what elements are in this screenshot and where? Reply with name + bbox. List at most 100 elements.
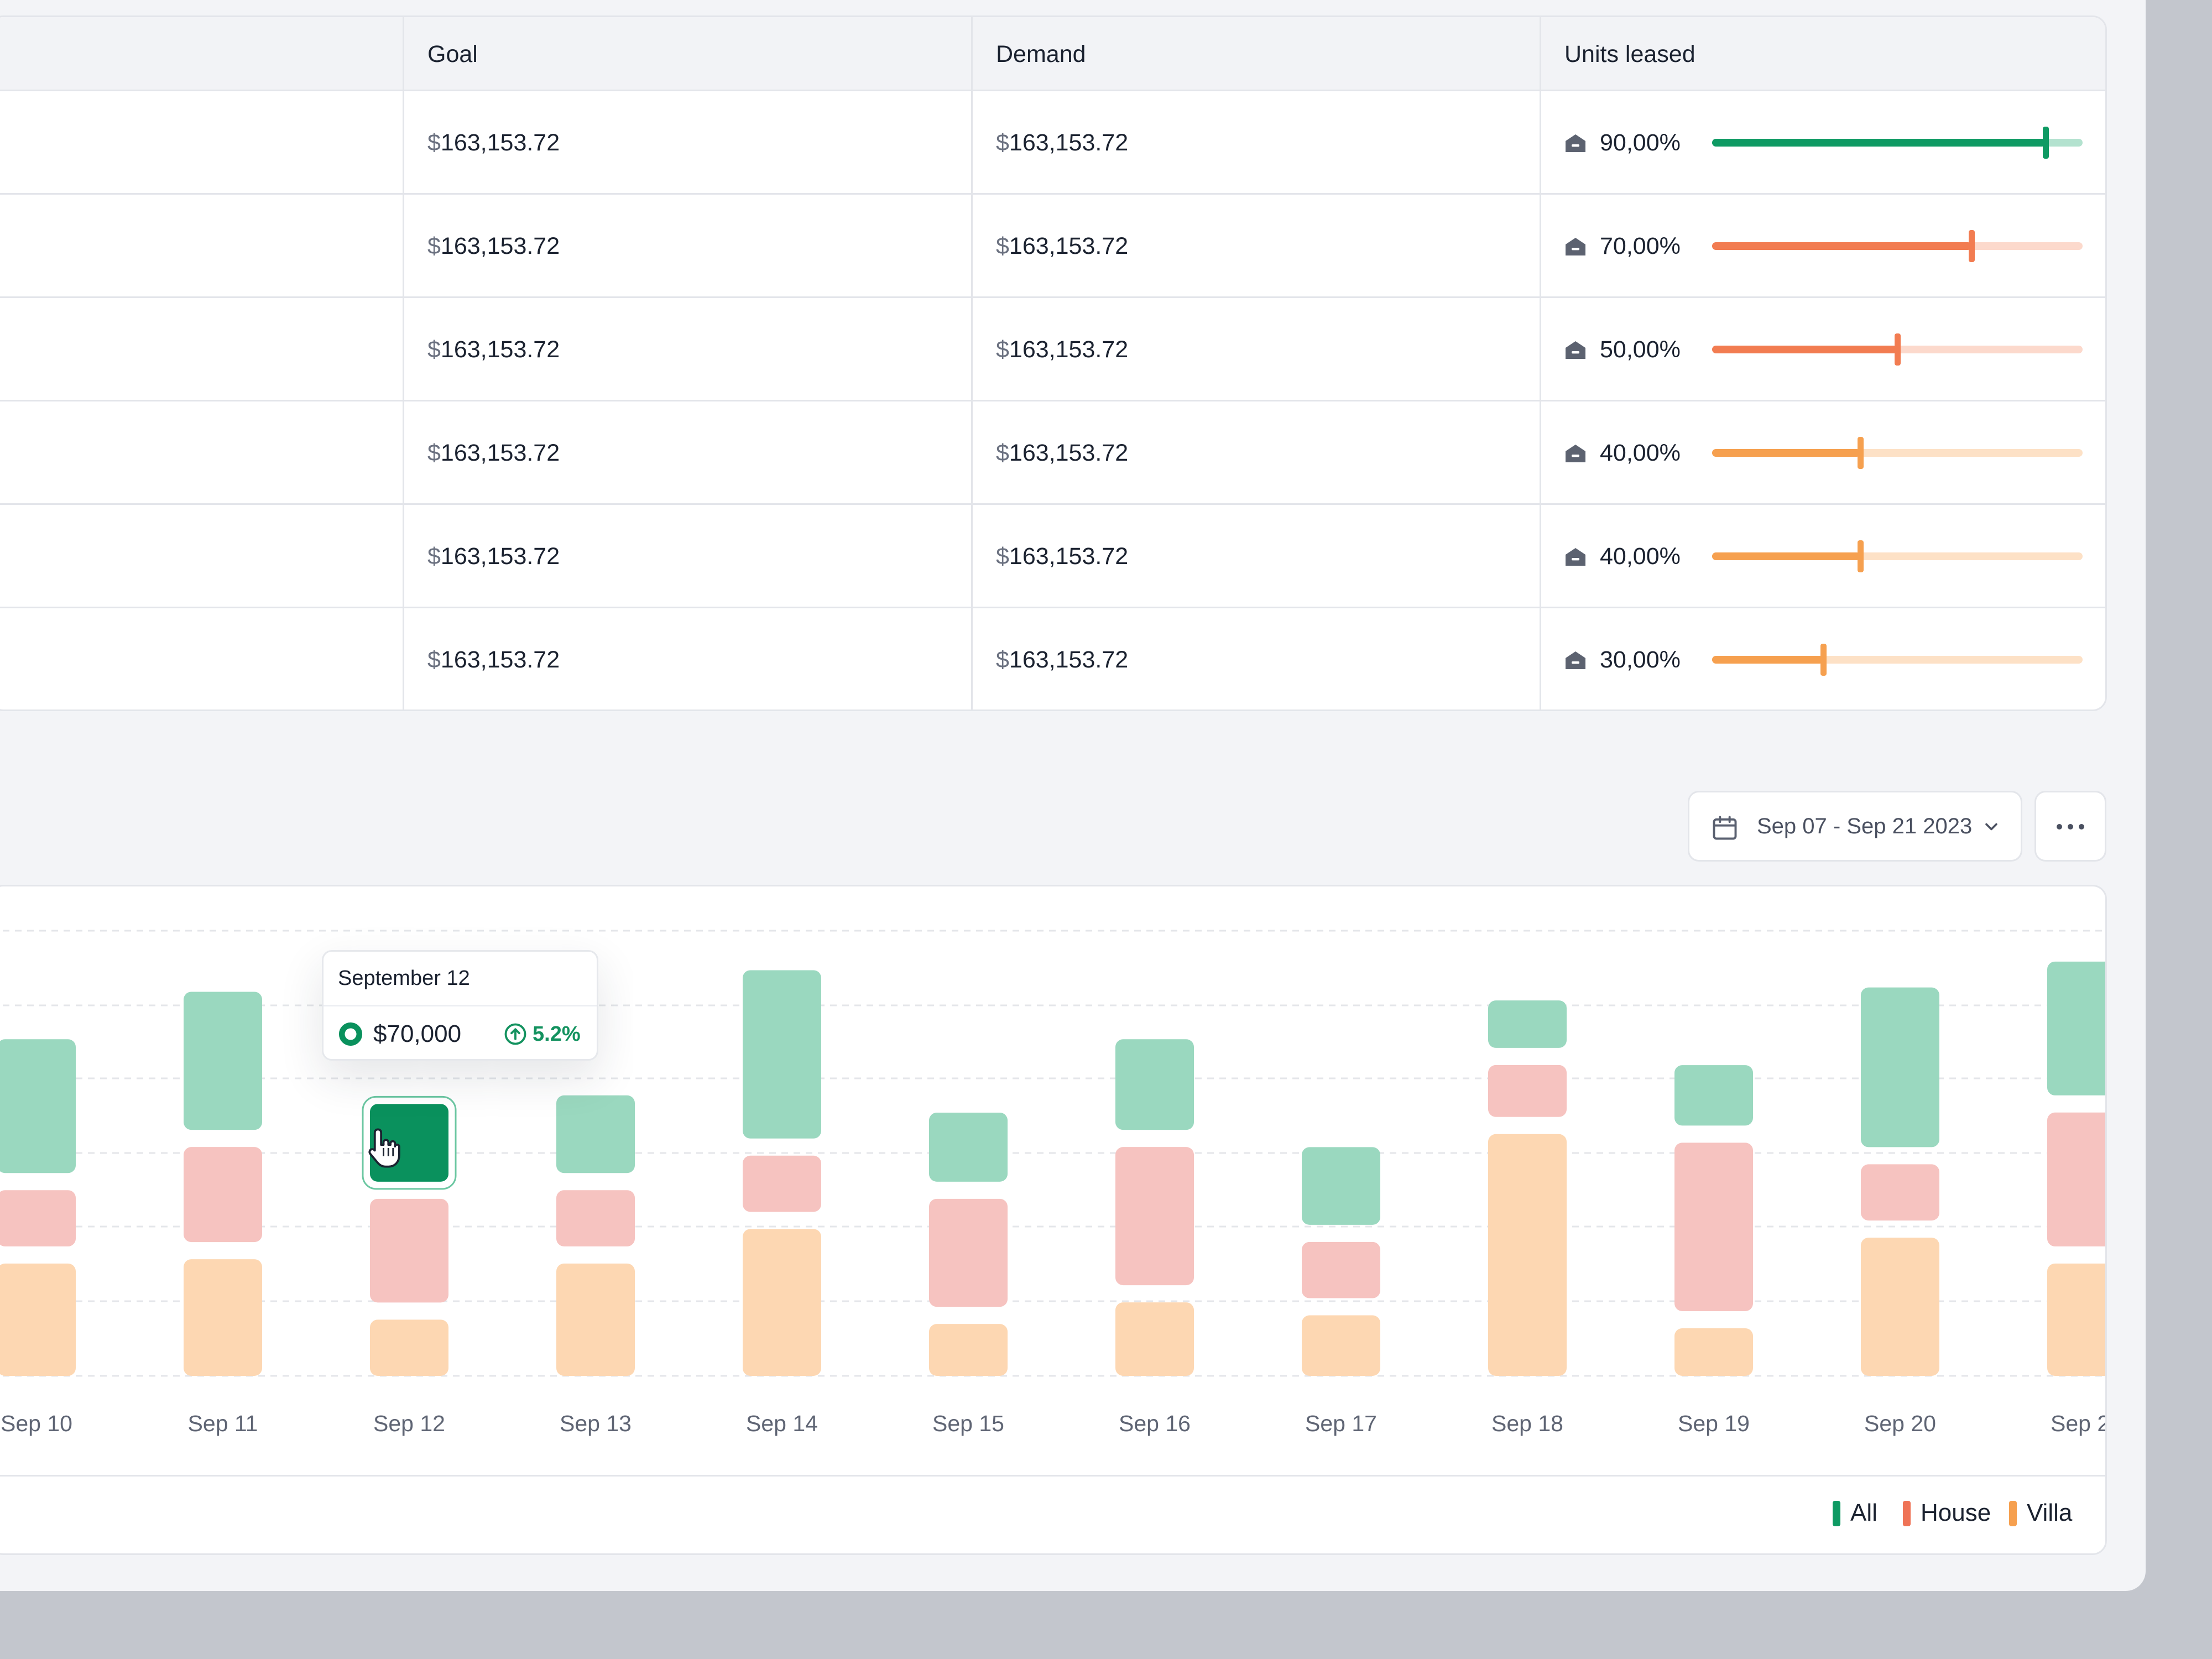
bar-house-sep-14[interactable] bbox=[743, 1155, 821, 1212]
column-header-units-leased[interactable]: Units leased bbox=[1564, 41, 1695, 67]
bar-villa-sep-19[interactable] bbox=[1674, 1328, 1753, 1376]
bar-villa-sep-20[interactable] bbox=[1861, 1238, 1939, 1376]
progress-marker bbox=[1895, 333, 1901, 366]
bar-house-sep-20[interactable] bbox=[1861, 1164, 1939, 1221]
more-horizontal-icon bbox=[2057, 824, 2084, 830]
arrow-up-circle-icon bbox=[504, 1023, 526, 1045]
bar-villa-sep-10[interactable] bbox=[0, 1263, 76, 1376]
bar-villa-sep-11[interactable] bbox=[184, 1259, 262, 1376]
bar-villa-sep-21[interactable] bbox=[2047, 1263, 2107, 1376]
bar-house-sep-18[interactable] bbox=[1488, 1065, 1567, 1117]
bar-all-sep-13[interactable] bbox=[556, 1095, 635, 1173]
table-row[interactable]: $163,153.72 $163,153.72 40,00% bbox=[0, 505, 2105, 608]
tooltip-divider bbox=[324, 1005, 597, 1006]
bar-house-sep-15[interactable] bbox=[929, 1198, 1008, 1307]
goal-value: 163,153.72 bbox=[440, 543, 560, 570]
units-leased-percent: 90,00% bbox=[1600, 129, 1681, 156]
currency-symbol: $ bbox=[427, 233, 441, 259]
units-leased-progress-bar bbox=[1712, 540, 2083, 572]
progress-marker bbox=[1820, 644, 1827, 676]
tooltip-change: 5.2% bbox=[533, 1022, 581, 1046]
currency-symbol: $ bbox=[996, 233, 1009, 259]
bar-all-sep-20[interactable] bbox=[1861, 987, 1939, 1147]
leasing-table: Goal Demand Units leased $163,153.72 $163… bbox=[0, 15, 2107, 711]
tooltip-value: $70,000 bbox=[373, 1020, 462, 1047]
bar-all-sep-11[interactable] bbox=[184, 992, 262, 1130]
bar-villa-sep-15[interactable] bbox=[929, 1324, 1008, 1376]
bar-all-sep-16[interactable] bbox=[1115, 1039, 1194, 1130]
bar-all-sep-17[interactable] bbox=[1302, 1147, 1380, 1225]
bar-house-sep-17[interactable] bbox=[1302, 1241, 1380, 1298]
bar-villa-sep-17[interactable] bbox=[1302, 1315, 1380, 1376]
currency-symbol: $ bbox=[427, 543, 441, 570]
demand-cell: $163,153.72 bbox=[996, 401, 1128, 505]
bar-villa-sep-18[interactable] bbox=[1488, 1134, 1567, 1376]
goal-value: 163,153.72 bbox=[440, 440, 560, 466]
progress-fill bbox=[1712, 139, 2046, 147]
currency-symbol: $ bbox=[427, 129, 441, 156]
bar-villa-sep-13[interactable] bbox=[556, 1263, 635, 1376]
table-row[interactable]: $163,153.72 $163,153.72 90,00% bbox=[0, 91, 2105, 195]
column-header-demand[interactable]: Demand bbox=[996, 41, 1086, 67]
currency-symbol: $ bbox=[427, 646, 441, 673]
house-icon bbox=[1566, 238, 1585, 255]
more-options-button[interactable] bbox=[2034, 791, 2106, 862]
legend-swatch bbox=[1833, 1501, 1840, 1526]
bar-all-sep-10[interactable] bbox=[0, 1039, 76, 1173]
table-row[interactable]: $163,153.72 $163,153.72 40,00% bbox=[0, 401, 2105, 505]
units-leased-progress-bar bbox=[1712, 437, 2083, 469]
table-row[interactable]: $163,153.72 $163,153.72 70,00% bbox=[0, 195, 2105, 298]
bar-house-sep-21[interactable] bbox=[2047, 1112, 2107, 1246]
date-range-label: Sep 07 - Sep 21 2023 bbox=[1757, 814, 1973, 838]
radio-dot-icon bbox=[338, 1022, 363, 1046]
units-leased-percent: 40,00% bbox=[1600, 440, 1681, 466]
bar-house-sep-12[interactable] bbox=[370, 1198, 448, 1303]
bar-all-sep-14[interactable] bbox=[743, 970, 821, 1139]
column-divider bbox=[403, 17, 404, 709]
table-row[interactable]: $163,153.72 $163,153.72 30,00% bbox=[0, 608, 2105, 709]
units-leased-percent: 30,00% bbox=[1600, 646, 1681, 673]
bar-villa-sep-12[interactable] bbox=[370, 1319, 448, 1376]
column-divider bbox=[971, 17, 973, 709]
progress-fill bbox=[1712, 242, 1971, 250]
progress-marker bbox=[1858, 540, 1864, 572]
demand-value: 163,153.72 bbox=[1009, 646, 1129, 673]
units-leased-percent: 40,00% bbox=[1600, 543, 1681, 570]
table-row[interactable]: $163,153.72 $163,153.72 50,00% bbox=[0, 298, 2105, 401]
demand-value: 163,153.72 bbox=[1009, 440, 1129, 466]
goal-cell: $163,153.72 bbox=[427, 91, 560, 195]
bar-house-sep-10[interactable] bbox=[0, 1190, 76, 1246]
progress-fill bbox=[1712, 552, 1860, 560]
demand-value: 163,153.72 bbox=[1009, 543, 1129, 570]
calendar-icon bbox=[1713, 816, 1737, 840]
bar-villa-sep-14[interactable] bbox=[743, 1229, 821, 1376]
bar-house-sep-13[interactable] bbox=[556, 1190, 635, 1246]
pointer-cursor-icon bbox=[368, 1128, 400, 1168]
units-leased-progress-bar bbox=[1712, 333, 2083, 366]
date-range-picker[interactable]: Sep 07 - Sep 21 2023 bbox=[1688, 791, 2022, 862]
currency-symbol: $ bbox=[427, 336, 441, 363]
bar-all-sep-19[interactable] bbox=[1674, 1065, 1753, 1126]
house-icon bbox=[1566, 341, 1585, 359]
column-divider bbox=[1540, 17, 1541, 709]
goal-cell: $163,153.72 bbox=[427, 401, 560, 505]
demand-value: 163,153.72 bbox=[1009, 129, 1129, 156]
goal-value: 163,153.72 bbox=[440, 646, 560, 673]
tooltip-title: September 12 bbox=[338, 967, 470, 990]
bar-all-sep-18[interactable] bbox=[1488, 1000, 1567, 1048]
bar-all-sep-21[interactable] bbox=[2047, 961, 2107, 1095]
units-leased-progress-bar bbox=[1712, 230, 2083, 262]
x-tick-label: Sep 13 bbox=[560, 1411, 632, 1436]
currency-symbol: $ bbox=[996, 440, 1009, 466]
legend-label: Villa bbox=[2027, 1499, 2073, 1526]
bar-house-sep-11[interactable] bbox=[184, 1147, 262, 1243]
demand-value: 163,153.72 bbox=[1009, 233, 1129, 259]
bar-house-sep-16[interactable] bbox=[1115, 1147, 1194, 1286]
x-tick-label: Sep 21 bbox=[2051, 1411, 2107, 1436]
bar-all-sep-15[interactable] bbox=[929, 1112, 1008, 1182]
x-tick-label: Sep 19 bbox=[1678, 1411, 1750, 1436]
x-tick-label: Sep 17 bbox=[1305, 1411, 1377, 1436]
bar-villa-sep-16[interactable] bbox=[1115, 1302, 1194, 1376]
column-header-goal[interactable]: Goal bbox=[427, 41, 478, 67]
bar-house-sep-19[interactable] bbox=[1674, 1142, 1753, 1311]
